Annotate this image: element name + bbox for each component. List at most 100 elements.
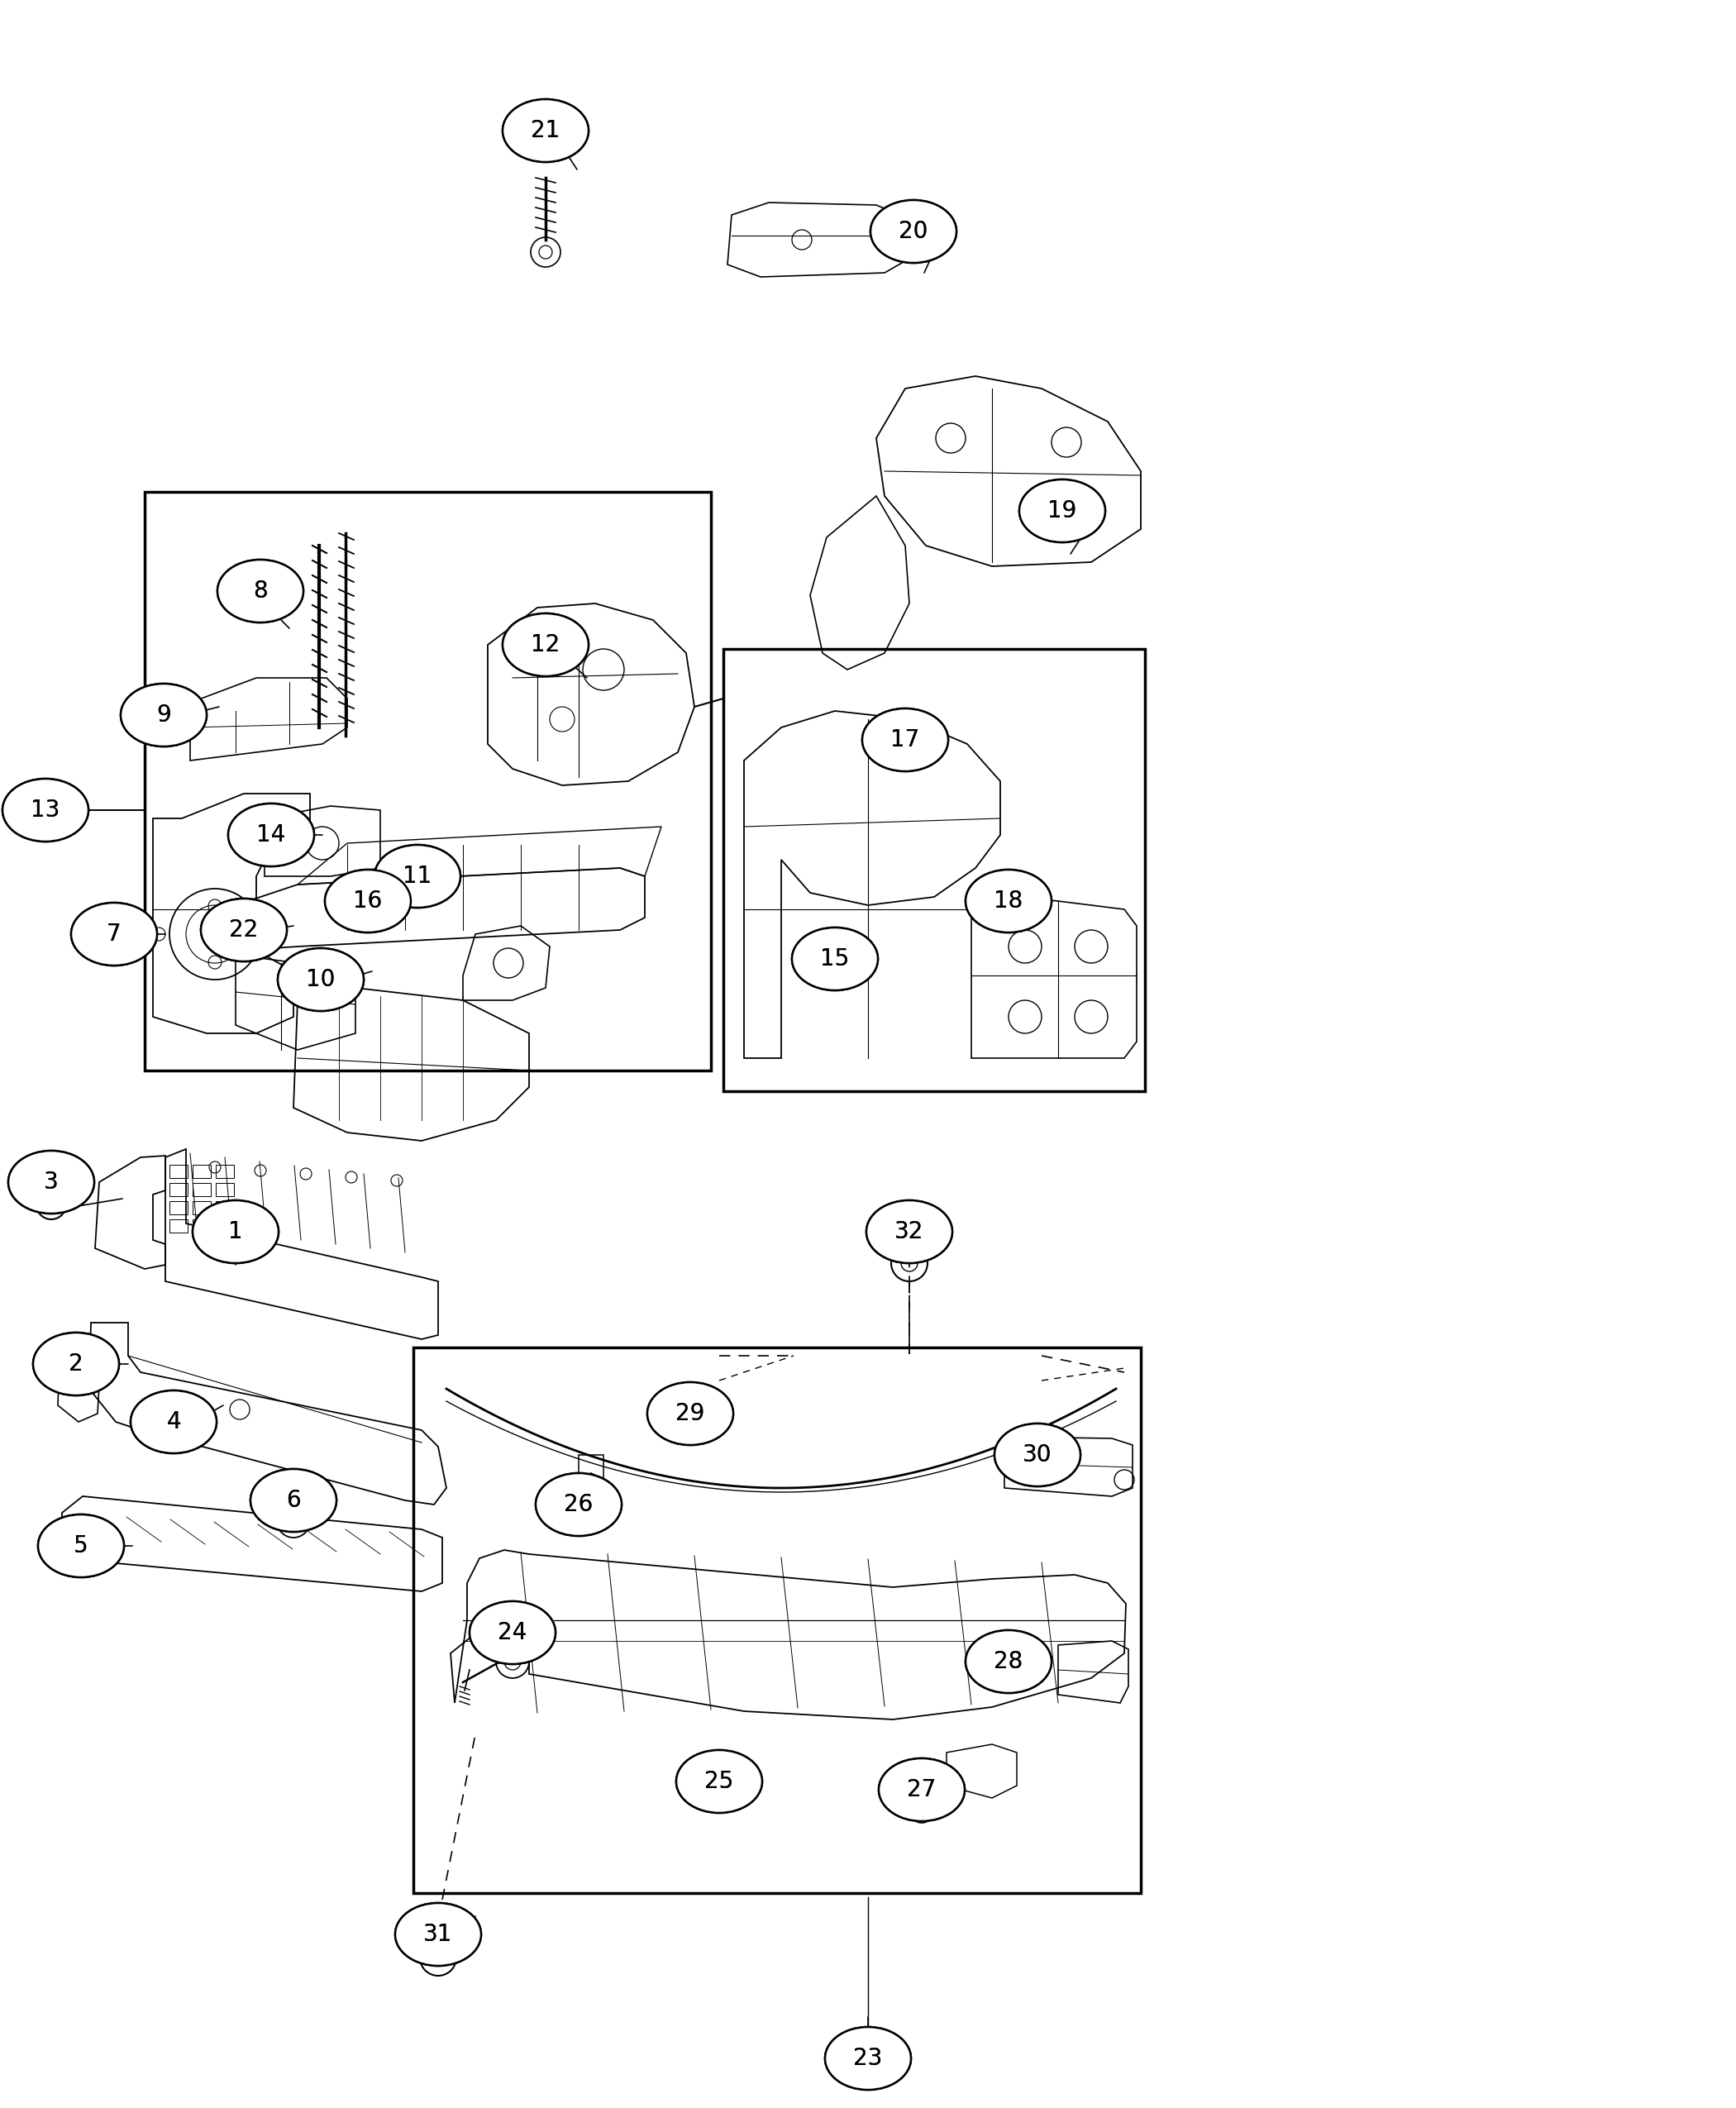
Text: 9: 9 bbox=[156, 704, 172, 727]
Text: 27: 27 bbox=[908, 1779, 936, 1802]
Ellipse shape bbox=[870, 200, 957, 264]
Text: 3: 3 bbox=[43, 1170, 59, 1193]
Ellipse shape bbox=[375, 845, 460, 909]
Ellipse shape bbox=[1019, 479, 1106, 542]
Text: 30: 30 bbox=[1023, 1444, 1052, 1467]
Text: 1: 1 bbox=[229, 1221, 243, 1244]
Ellipse shape bbox=[469, 1602, 556, 1663]
Bar bbox=[215, 1202, 234, 1214]
Ellipse shape bbox=[863, 708, 948, 772]
Text: 17: 17 bbox=[891, 727, 920, 750]
Text: 11: 11 bbox=[403, 864, 432, 887]
Text: 11: 11 bbox=[403, 864, 432, 887]
Ellipse shape bbox=[130, 1391, 217, 1452]
Text: 1: 1 bbox=[229, 1221, 243, 1244]
Text: 14: 14 bbox=[257, 824, 286, 847]
Ellipse shape bbox=[866, 1199, 953, 1263]
Text: 31: 31 bbox=[424, 1922, 453, 1946]
Bar bbox=[170, 1218, 187, 1233]
Text: 20: 20 bbox=[899, 219, 929, 242]
Bar bbox=[215, 1166, 234, 1178]
Text: 19: 19 bbox=[1047, 500, 1076, 523]
Text: 26: 26 bbox=[564, 1492, 594, 1516]
Text: 23: 23 bbox=[854, 2047, 882, 2070]
Ellipse shape bbox=[503, 99, 589, 162]
Ellipse shape bbox=[122, 683, 207, 746]
Ellipse shape bbox=[278, 949, 365, 1012]
Ellipse shape bbox=[503, 99, 589, 162]
Ellipse shape bbox=[995, 1423, 1080, 1486]
Ellipse shape bbox=[227, 803, 314, 866]
Text: 13: 13 bbox=[31, 799, 61, 822]
Text: 18: 18 bbox=[995, 890, 1023, 913]
Ellipse shape bbox=[648, 1383, 733, 1444]
Text: 4: 4 bbox=[167, 1410, 181, 1433]
Text: 31: 31 bbox=[424, 1922, 453, 1946]
Bar bbox=[193, 1218, 210, 1233]
Ellipse shape bbox=[201, 898, 286, 961]
Text: 25: 25 bbox=[705, 1771, 734, 1794]
Ellipse shape bbox=[375, 845, 460, 909]
Text: 24: 24 bbox=[498, 1621, 528, 1644]
Text: 32: 32 bbox=[894, 1221, 924, 1244]
Ellipse shape bbox=[870, 200, 957, 264]
Text: 21: 21 bbox=[531, 118, 561, 141]
Bar bbox=[193, 1166, 210, 1178]
Bar bbox=[215, 1183, 234, 1195]
Ellipse shape bbox=[227, 803, 314, 866]
Text: 18: 18 bbox=[995, 890, 1023, 913]
Ellipse shape bbox=[863, 708, 948, 772]
Ellipse shape bbox=[217, 559, 304, 622]
Ellipse shape bbox=[71, 902, 156, 965]
Text: 5: 5 bbox=[73, 1535, 89, 1558]
Text: 23: 23 bbox=[854, 2047, 882, 2070]
Text: 7: 7 bbox=[108, 923, 122, 946]
Ellipse shape bbox=[325, 871, 411, 932]
Text: 16: 16 bbox=[354, 890, 382, 913]
Text: 30: 30 bbox=[1023, 1444, 1052, 1467]
Bar bbox=[144, 491, 712, 1071]
Text: 8: 8 bbox=[253, 580, 267, 603]
Bar bbox=[215, 1218, 234, 1233]
Text: 13: 13 bbox=[31, 799, 61, 822]
Text: 26: 26 bbox=[564, 1492, 594, 1516]
Text: 7: 7 bbox=[108, 923, 122, 946]
Bar bbox=[193, 1202, 210, 1214]
Ellipse shape bbox=[71, 902, 156, 965]
Bar bbox=[170, 1166, 187, 1178]
Ellipse shape bbox=[825, 2028, 911, 2089]
Ellipse shape bbox=[1019, 479, 1106, 542]
Ellipse shape bbox=[278, 949, 365, 1012]
Text: 21: 21 bbox=[531, 118, 561, 141]
Text: 19: 19 bbox=[1047, 500, 1076, 523]
Text: 15: 15 bbox=[821, 946, 849, 970]
Text: 4: 4 bbox=[167, 1410, 181, 1433]
Ellipse shape bbox=[792, 928, 878, 991]
Ellipse shape bbox=[193, 1199, 278, 1263]
Ellipse shape bbox=[38, 1514, 123, 1577]
Ellipse shape bbox=[995, 1423, 1080, 1486]
Text: 24: 24 bbox=[498, 1621, 528, 1644]
Ellipse shape bbox=[396, 1904, 481, 1967]
Ellipse shape bbox=[648, 1383, 733, 1444]
Text: 16: 16 bbox=[354, 890, 382, 913]
Ellipse shape bbox=[38, 1514, 123, 1577]
Text: 22: 22 bbox=[229, 919, 259, 942]
Text: 29: 29 bbox=[675, 1402, 705, 1425]
Text: 28: 28 bbox=[995, 1651, 1023, 1674]
Text: 2: 2 bbox=[69, 1353, 83, 1377]
Ellipse shape bbox=[33, 1332, 120, 1395]
Ellipse shape bbox=[878, 1758, 965, 1821]
Ellipse shape bbox=[878, 1758, 965, 1821]
Ellipse shape bbox=[325, 871, 411, 932]
Ellipse shape bbox=[536, 1473, 621, 1537]
Text: 27: 27 bbox=[908, 1779, 936, 1802]
Ellipse shape bbox=[677, 1750, 762, 1813]
Ellipse shape bbox=[965, 871, 1052, 932]
Bar bbox=[193, 1183, 210, 1195]
Ellipse shape bbox=[217, 559, 304, 622]
Ellipse shape bbox=[866, 1199, 953, 1263]
Ellipse shape bbox=[130, 1391, 217, 1452]
Text: 32: 32 bbox=[894, 1221, 924, 1244]
Ellipse shape bbox=[503, 613, 589, 677]
